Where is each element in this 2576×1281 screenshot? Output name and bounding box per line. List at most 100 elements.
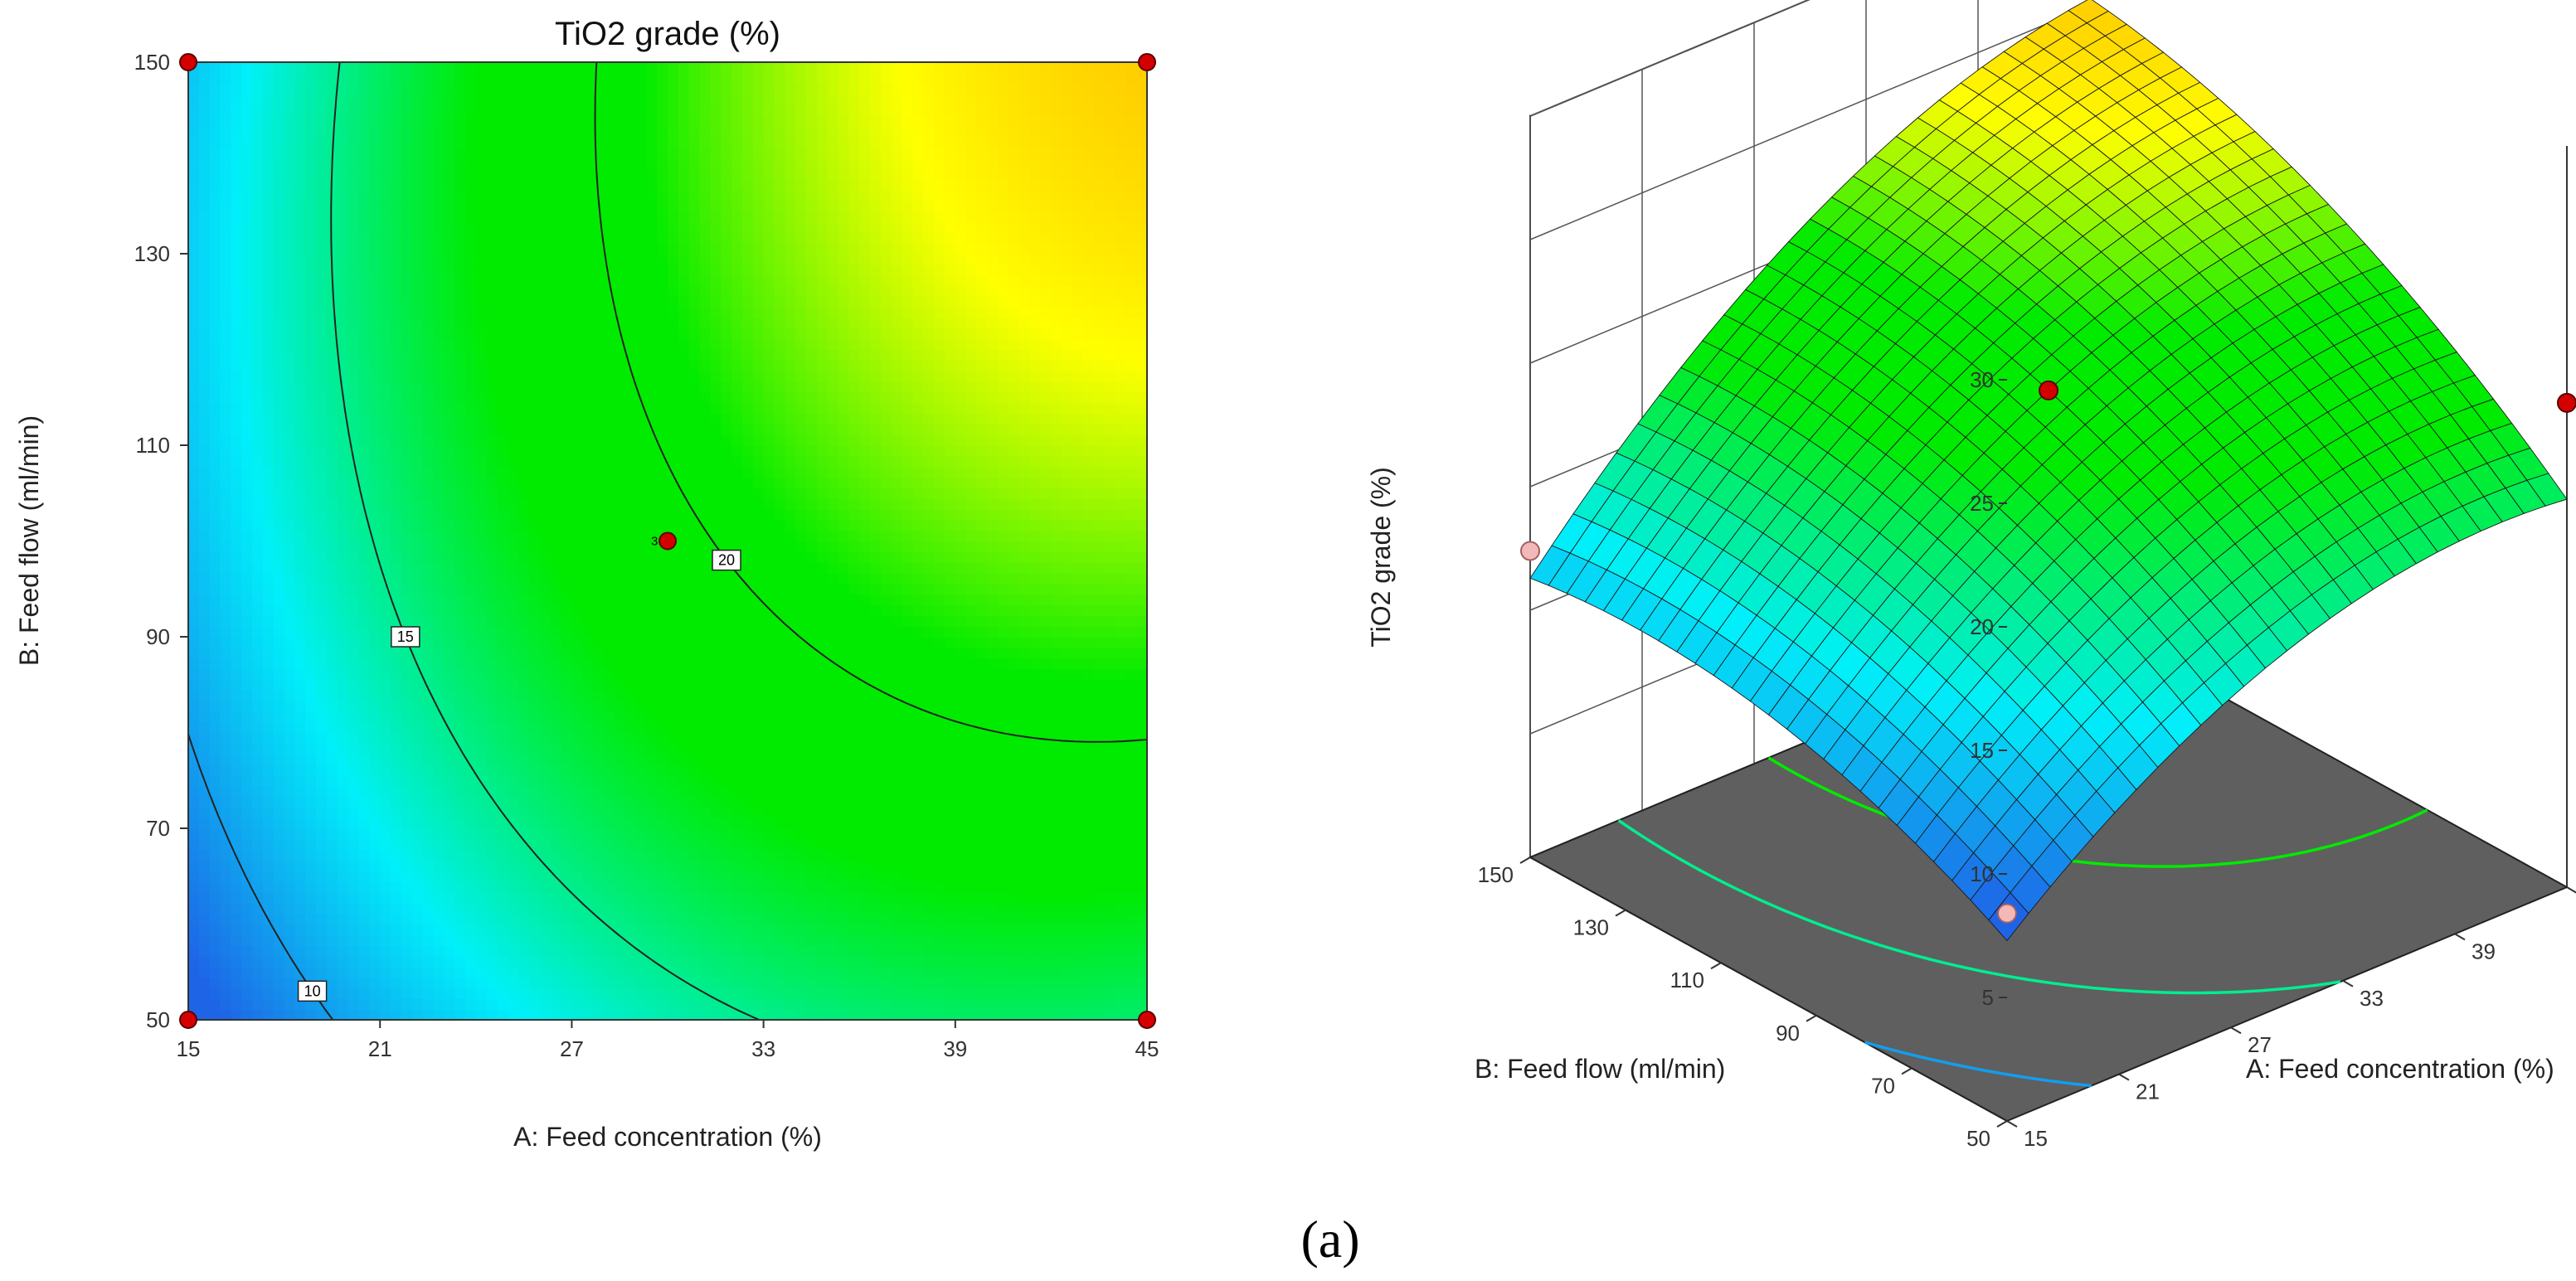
heat-cell: [252, 371, 264, 382]
heat-cell: [593, 668, 605, 681]
heat-cell: [358, 637, 371, 648]
heat-cell: [262, 573, 275, 585]
heat-cell: [518, 72, 530, 85]
heat-cell: [668, 732, 679, 745]
heat-cell: [305, 764, 317, 776]
heat-cell: [721, 381, 732, 393]
heat-cell: [741, 541, 754, 553]
heat-cell: [763, 987, 775, 1000]
heat-cell: [635, 721, 648, 734]
heat-cell: [741, 498, 754, 510]
heat-cell: [508, 200, 519, 212]
heat-cell: [422, 604, 435, 617]
heat-cell: [348, 371, 360, 382]
heat-cell: [475, 509, 488, 521]
heat-cell: [668, 381, 679, 393]
heat-cell: [774, 583, 786, 595]
heat-cell: [391, 349, 402, 361]
heat-cell: [433, 530, 445, 542]
heat-cell: [252, 604, 264, 617]
heat-cell: [741, 924, 754, 936]
heat-cell: [635, 657, 648, 670]
heat-cell: [508, 838, 519, 851]
heat-cell: [625, 338, 637, 351]
heat-cell: [284, 147, 296, 159]
heat-cell: [657, 945, 668, 957]
heat-cell: [316, 104, 328, 116]
heat-cell: [635, 934, 648, 946]
heat-cell: [284, 466, 296, 478]
heat-cell: [294, 136, 307, 148]
heat-cell: [688, 72, 701, 85]
heat-cell: [422, 881, 435, 893]
heat-cell: [188, 924, 200, 936]
heat-cell: [380, 732, 391, 745]
heat-cell: [539, 626, 552, 638]
heat-cell: [657, 892, 668, 904]
heat-cell: [571, 498, 584, 510]
heat-cell: [625, 945, 637, 957]
heat-cell: [475, 764, 488, 776]
heat-cell: [668, 924, 679, 936]
heat-cell: [209, 828, 221, 840]
heat-cell: [539, 849, 552, 861]
heat-cell: [614, 254, 626, 265]
heat-cell: [614, 402, 626, 415]
heat-cell: [348, 211, 360, 223]
heat-cell: [252, 871, 264, 882]
heat-cell: [464, 551, 477, 563]
heat-cell: [625, 818, 637, 829]
heat-cell: [305, 126, 317, 138]
heat-cell: [625, 902, 637, 915]
heat-cell: [497, 573, 509, 585]
heat-cell: [625, 754, 637, 765]
heat-cell: [475, 455, 488, 468]
heat-cell: [752, 243, 765, 255]
heat-cell: [678, 349, 690, 361]
heat-cell: [763, 849, 775, 861]
heat-cell: [252, 115, 264, 127]
heat-cell: [444, 913, 455, 925]
heat-cell: [380, 126, 391, 138]
heat-cell: [391, 158, 402, 170]
heat-cell: [571, 168, 584, 180]
heat-cell: [198, 945, 211, 957]
heat-cell: [614, 764, 626, 776]
heat-cell: [284, 264, 296, 276]
heat-cell: [198, 924, 211, 936]
heat-cell: [657, 83, 668, 95]
heat-cell: [657, 987, 668, 1000]
heat-cell: [721, 360, 732, 371]
heat-cell: [550, 498, 562, 510]
heat-cell: [411, 126, 424, 138]
heat-cell: [380, 360, 391, 371]
heat-cell: [688, 211, 701, 223]
heat-cell: [614, 126, 626, 138]
heat-cell: [518, 987, 530, 1000]
heat-cell: [539, 647, 552, 659]
heat-cell: [241, 349, 253, 361]
heat-cell: [550, 221, 562, 234]
heat-cell: [529, 360, 541, 371]
heat-cell: [550, 211, 562, 223]
heat-cell: [688, 349, 701, 361]
heat-cell: [326, 211, 338, 223]
heat-cell: [774, 924, 786, 936]
heat-cell: [688, 945, 701, 957]
heat-cell: [614, 754, 626, 765]
heat-cell: [710, 1009, 722, 1020]
heat-cell: [625, 668, 637, 681]
heat-cell: [391, 924, 402, 936]
heat-cell: [444, 562, 455, 574]
heat-cell: [635, 541, 648, 553]
heat-cell: [358, 924, 371, 936]
heat-cell: [678, 807, 690, 818]
heat-cell: [326, 466, 338, 478]
heat-cell: [763, 881, 775, 893]
heat-cell: [741, 807, 754, 818]
heat-cell: [688, 818, 701, 829]
heat-cell: [380, 158, 391, 170]
heat-cell: [411, 987, 424, 1000]
heat-cell: [593, 934, 605, 946]
heat-cell: [433, 455, 445, 468]
